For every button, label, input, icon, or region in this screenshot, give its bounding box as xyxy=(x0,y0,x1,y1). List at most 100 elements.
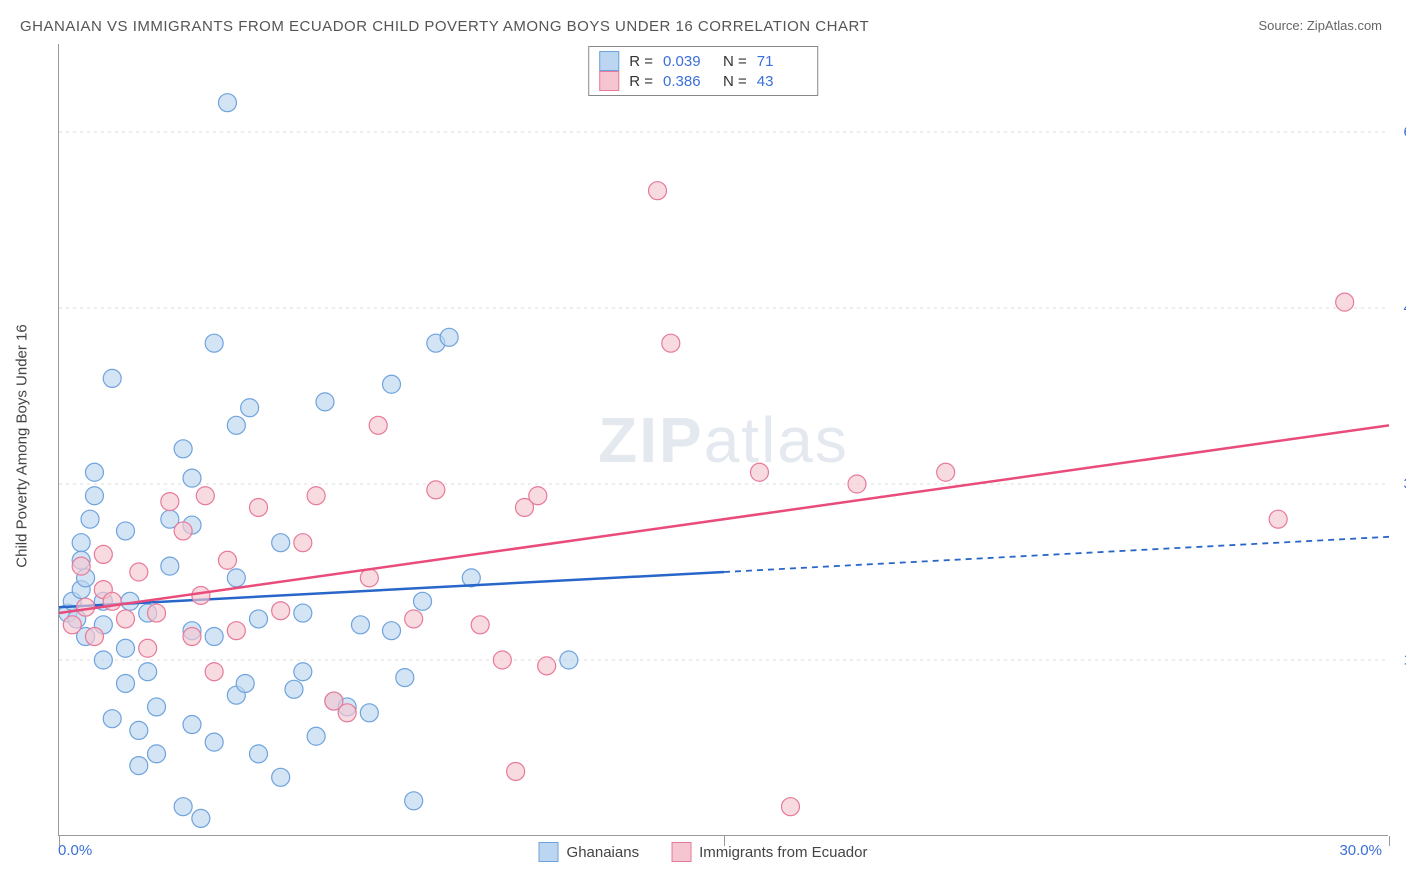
source-attribution: Source: ZipAtlas.com xyxy=(1258,18,1382,33)
data-point xyxy=(440,328,458,346)
data-point xyxy=(241,399,259,417)
regression-line-extrapolated xyxy=(724,537,1389,572)
legend-swatch xyxy=(539,842,559,862)
legend-label: Immigrants from Ecuador xyxy=(699,844,867,861)
data-point xyxy=(396,669,414,687)
legend-swatch xyxy=(599,71,619,91)
data-point xyxy=(85,487,103,505)
n-value: 71 xyxy=(757,53,807,70)
data-point xyxy=(72,534,90,552)
data-point xyxy=(148,604,166,622)
data-point xyxy=(250,745,268,763)
y-axis-title: Child Poverty Among Boys Under 16 xyxy=(14,324,31,567)
data-point xyxy=(507,762,525,780)
data-point xyxy=(405,792,423,810)
data-point xyxy=(383,622,401,640)
n-label: N = xyxy=(723,73,747,90)
data-point xyxy=(94,545,112,563)
plot-area: ZIPatlas 15.0%30.0%45.0%60.0% xyxy=(58,44,1388,836)
data-point xyxy=(236,674,254,692)
data-point xyxy=(529,487,547,505)
data-point xyxy=(227,622,245,640)
data-point xyxy=(205,334,223,352)
data-point xyxy=(117,522,135,540)
scatter-svg xyxy=(59,44,1389,836)
data-point xyxy=(307,487,325,505)
n-value: 43 xyxy=(757,73,807,90)
data-point xyxy=(414,592,432,610)
data-point xyxy=(782,798,800,816)
data-point xyxy=(161,493,179,511)
data-point xyxy=(130,721,148,739)
data-point xyxy=(538,657,556,675)
data-point xyxy=(294,604,312,622)
data-point xyxy=(937,463,955,481)
correlation-legend: R =0.039N =71R =0.386N =43 xyxy=(588,46,818,96)
data-point xyxy=(205,733,223,751)
legend-swatch xyxy=(599,51,619,71)
data-point xyxy=(272,534,290,552)
data-point xyxy=(227,416,245,434)
data-point xyxy=(103,369,121,387)
data-point xyxy=(205,663,223,681)
data-point xyxy=(649,182,667,200)
data-point xyxy=(117,674,135,692)
data-point xyxy=(205,628,223,646)
data-point xyxy=(139,663,157,681)
chart-container: GHANAIAN VS IMMIGRANTS FROM ECUADOR CHIL… xyxy=(0,0,1406,892)
data-point xyxy=(360,569,378,587)
data-point xyxy=(250,610,268,628)
regression-line xyxy=(59,572,724,607)
data-point xyxy=(560,651,578,669)
x-tick-mark xyxy=(1389,836,1390,846)
r-value: 0.386 xyxy=(663,73,713,90)
data-point xyxy=(130,757,148,775)
data-point xyxy=(63,616,81,634)
data-point xyxy=(405,610,423,628)
data-point xyxy=(174,798,192,816)
data-point xyxy=(351,616,369,634)
data-point xyxy=(130,563,148,581)
data-point xyxy=(294,663,312,681)
data-point xyxy=(218,94,236,112)
legend-swatch xyxy=(671,842,691,862)
data-point xyxy=(161,557,179,575)
data-point xyxy=(183,628,201,646)
r-label: R = xyxy=(629,73,653,90)
data-point xyxy=(174,522,192,540)
data-point xyxy=(117,610,135,628)
series-legend: Ghanaians Immigrants from Ecuador xyxy=(539,842,868,862)
data-point xyxy=(81,510,99,528)
data-point xyxy=(183,469,201,487)
data-point xyxy=(316,393,334,411)
data-point xyxy=(1269,510,1287,528)
data-point xyxy=(174,440,192,458)
r-label: R = xyxy=(629,53,653,70)
data-point xyxy=(307,727,325,745)
data-point xyxy=(148,698,166,716)
data-point xyxy=(196,487,214,505)
legend-stat-row: R =0.039N =71 xyxy=(599,51,807,71)
data-point xyxy=(192,809,210,827)
legend-item: Ghanaians xyxy=(539,842,640,862)
regression-line xyxy=(59,425,1389,613)
data-point xyxy=(72,557,90,575)
data-point xyxy=(94,651,112,669)
data-point xyxy=(85,463,103,481)
data-point xyxy=(218,551,236,569)
data-point xyxy=(383,375,401,393)
data-point xyxy=(427,481,445,499)
data-point xyxy=(471,616,489,634)
data-point xyxy=(272,602,290,620)
data-point xyxy=(1336,293,1354,311)
data-point xyxy=(117,639,135,657)
legend-item: Immigrants from Ecuador xyxy=(671,842,867,862)
data-point xyxy=(227,569,245,587)
data-point xyxy=(148,745,166,763)
x-axis-max-label: 30.0% xyxy=(1339,842,1382,859)
data-point xyxy=(294,534,312,552)
data-point xyxy=(85,628,103,646)
data-point xyxy=(285,680,303,698)
data-point xyxy=(369,416,387,434)
x-axis-min-label: 0.0% xyxy=(58,842,92,859)
